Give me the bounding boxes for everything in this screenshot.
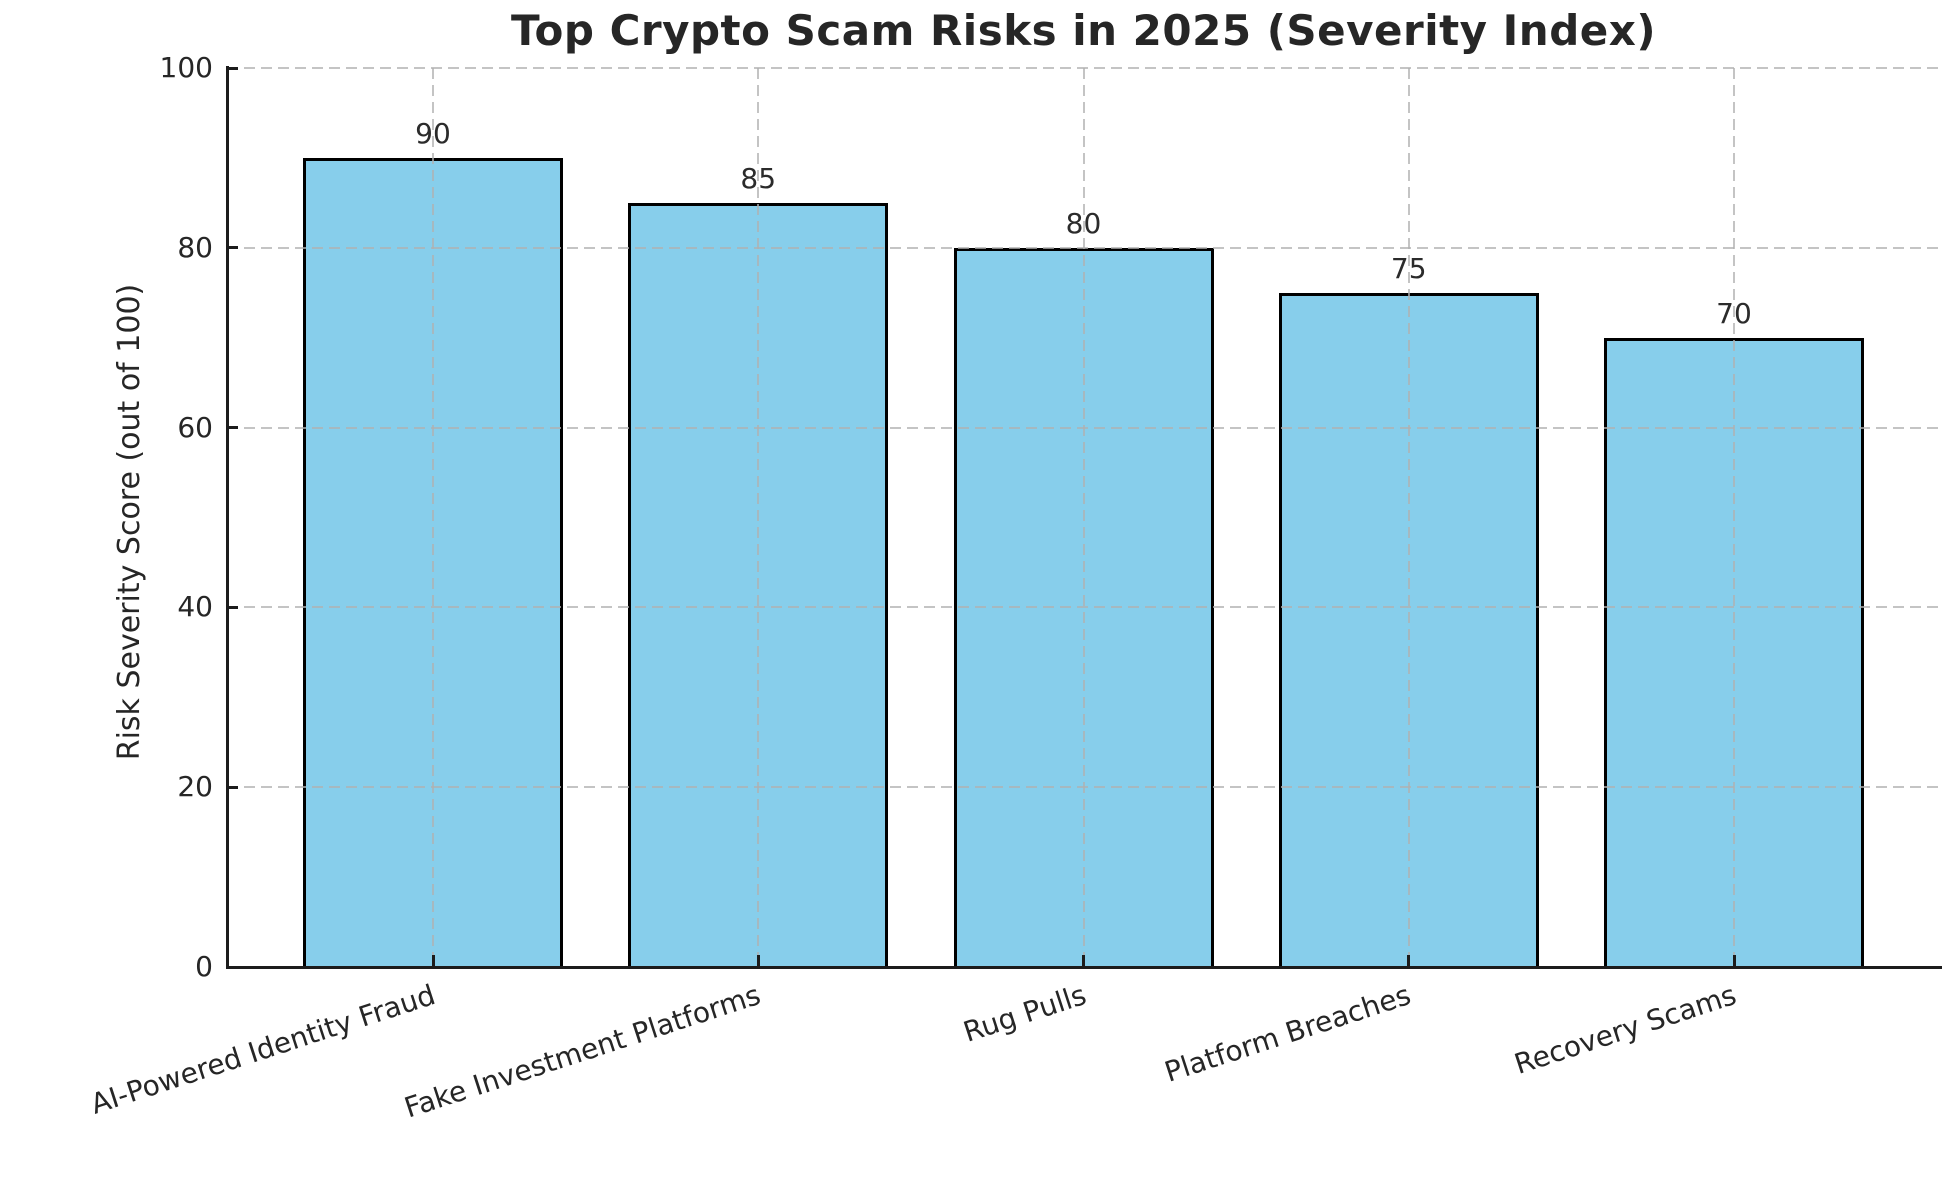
- x-tick-mark: [1082, 955, 1085, 967]
- chart-title: Top Crypto Scam Risks in 2025 (Severity …: [510, 6, 1657, 55]
- v-gridline: [757, 68, 760, 967]
- v-gridline: [432, 68, 434, 967]
- bar-value-label: 75: [1390, 251, 1427, 285]
- x-tick-label: Platform Breaches: [1160, 978, 1416, 1089]
- x-tick-mark: [431, 955, 435, 967]
- y-tick-mark: [227, 785, 238, 789]
- x-tick-mark: [1407, 955, 1411, 967]
- x-tick-mark: [756, 955, 760, 967]
- y-axis-label: Risk Severity Score (out of 100): [112, 283, 147, 761]
- y-tick-mark: [227, 66, 238, 70]
- bar-value-label: 85: [740, 161, 777, 195]
- bar-value-label: 70: [1716, 296, 1752, 330]
- v-gridline: [1407, 68, 1410, 967]
- x-tick-mark: [1732, 955, 1736, 967]
- bar-value-label: 90: [415, 116, 451, 150]
- bar-value-label: 80: [1065, 206, 1102, 240]
- v-gridline: [1733, 68, 1735, 967]
- y-tick-mark: [227, 246, 238, 250]
- y-tick-label: 0: [195, 950, 213, 983]
- y-tick-mark: [227, 605, 238, 609]
- left-spine: [225, 66, 229, 969]
- v-gridline: [1082, 68, 1085, 967]
- y-tick-label: 80: [177, 230, 213, 264]
- y-tick-label: 20: [177, 770, 213, 804]
- y-tick-mark: [227, 426, 238, 430]
- y-tick-label: 40: [177, 590, 213, 624]
- x-tick-label: Recovery Scams: [1510, 978, 1741, 1081]
- y-tick-label: 60: [177, 410, 213, 444]
- y-tick-label: 100: [159, 51, 213, 84]
- x-tick-label: AI-Powered Identity Fraud: [86, 978, 440, 1121]
- x-tick-label: Rug Pulls: [958, 978, 1090, 1049]
- bottom-spine: [225, 965, 1942, 969]
- x-tick-label: Fake Investment Platforms: [400, 978, 765, 1125]
